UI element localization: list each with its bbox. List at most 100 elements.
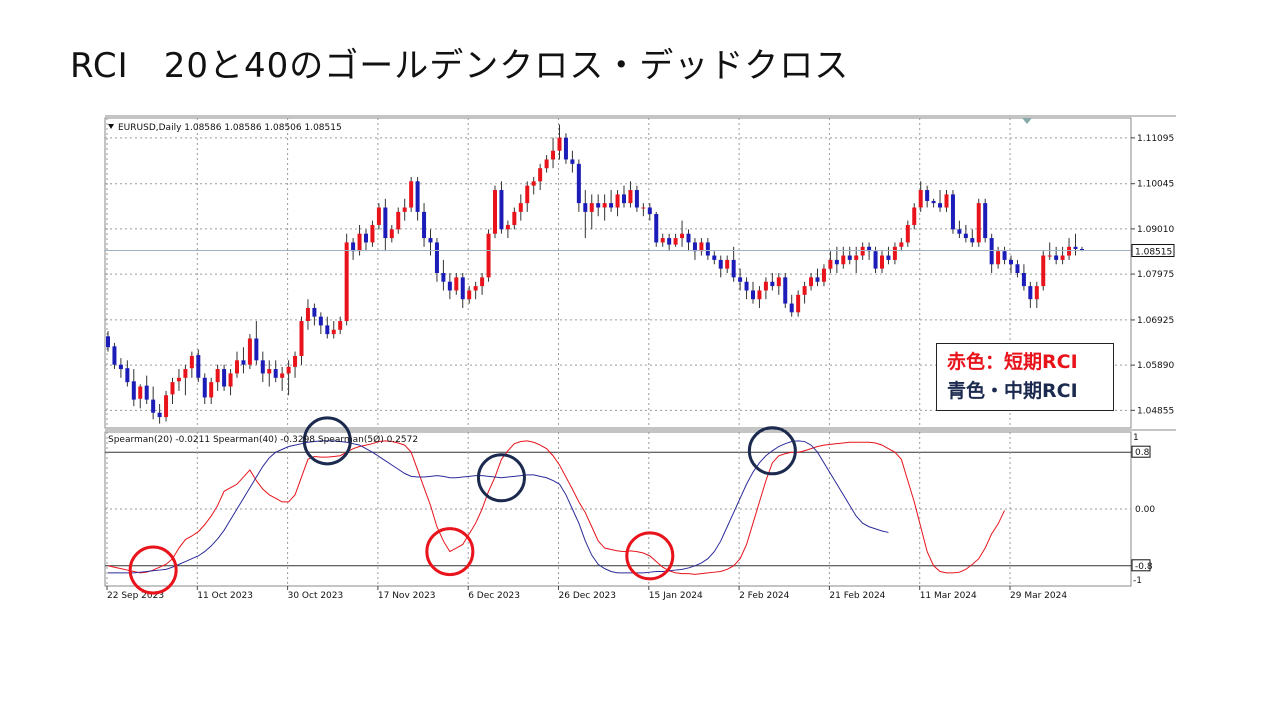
- candle-body: [338, 321, 343, 330]
- price-frame: [104, 117, 1132, 429]
- legend-short-rci: 赤色：短期RCI: [947, 351, 1078, 373]
- candle-body: [815, 277, 820, 282]
- candle-body: [680, 233, 685, 239]
- candle-body: [415, 181, 420, 212]
- candle-body: [247, 338, 252, 365]
- candle-body: [892, 246, 897, 260]
- rci-panel: 0.8 0.00 -0.8 1 -1: [105, 432, 1155, 586]
- candle-body: [551, 150, 556, 160]
- candle-body: [609, 203, 614, 208]
- candle-body: [138, 386, 143, 399]
- candle-body: [583, 203, 588, 212]
- rci-level-box: [1131, 559, 1151, 572]
- candle-body: [1054, 255, 1059, 260]
- candle-body: [841, 255, 846, 265]
- candle-body: [738, 277, 743, 282]
- slide-title: RCI 20と40のゴールデンクロス・デッドクロス: [70, 46, 850, 86]
- candle-body: [222, 369, 227, 387]
- candle-body: [1060, 255, 1065, 260]
- candle-body: [376, 207, 381, 225]
- candle-body: [467, 290, 472, 300]
- candle-body: [789, 303, 794, 313]
- candle-body: [834, 259, 839, 265]
- candle-body: [538, 168, 543, 182]
- legend-box: 赤色：短期RCI 青色・中期RCI: [936, 343, 1114, 411]
- candle-body: [957, 229, 962, 234]
- candle-body: [667, 238, 672, 245]
- candle-body: [389, 229, 394, 239]
- time-tick-label: 11 Mar 2024: [920, 591, 977, 601]
- candle-body: [647, 207, 652, 215]
- candle-body: [202, 377, 207, 398]
- time-tick-label: 26 Dec 2023: [559, 591, 617, 601]
- candle-body: [641, 207, 646, 209]
- candle-body: [989, 238, 994, 265]
- candle-body: [499, 190, 504, 230]
- candle-body: [331, 329, 336, 335]
- candle-body: [976, 203, 981, 243]
- time-tick-label: 30 Oct 2023: [288, 591, 344, 601]
- candle-body: [460, 277, 465, 300]
- candle-body: [228, 373, 233, 387]
- candle-body: [557, 137, 562, 151]
- candle-body: [931, 200, 936, 204]
- candle-body: [660, 238, 665, 243]
- dead-cross-circle: [302, 416, 352, 466]
- candle-body: [628, 190, 633, 204]
- candle-body: [299, 321, 304, 356]
- candle-body: [280, 373, 285, 378]
- candle-body: [860, 246, 865, 256]
- candle-body: [828, 259, 833, 269]
- rci-line-spearman40: [108, 440, 889, 574]
- candle-body: [525, 185, 530, 204]
- candle-body: [170, 382, 175, 395]
- candle-body: [763, 281, 768, 291]
- candle-body: [454, 277, 459, 291]
- candle-body: [821, 268, 826, 282]
- candle-body: [1041, 255, 1046, 287]
- candle-body: [189, 355, 194, 369]
- candle-body: [925, 190, 930, 201]
- candle-body: [970, 238, 975, 243]
- candle-body: [312, 307, 317, 317]
- candle-body: [718, 259, 723, 269]
- candle-body: [1067, 246, 1072, 256]
- candle-body: [776, 277, 781, 287]
- candle-body: [1021, 273, 1026, 287]
- candles: [106, 124, 1084, 424]
- candle-body: [1009, 259, 1013, 265]
- candle-body: [1002, 251, 1007, 260]
- candle-body: [731, 259, 736, 278]
- candle-body: [654, 214, 659, 243]
- time-tick-label: 6 Dec 2023: [468, 591, 520, 601]
- candle-body: [802, 286, 807, 295]
- candle-body: [518, 203, 523, 212]
- candle-body: [125, 368, 130, 383]
- candle-body: [589, 203, 594, 212]
- candle-body: [176, 377, 181, 382]
- candle-body: [164, 395, 169, 418]
- time-tick-label: 2 Feb 2024: [739, 591, 790, 601]
- candle-body: [996, 251, 1001, 265]
- candle-body: [196, 355, 201, 378]
- candle-body: [602, 203, 607, 208]
- legend-mid-rci: 青色・中期RCI: [947, 380, 1078, 402]
- golden-cross-circle: [425, 527, 475, 577]
- candle-body: [505, 224, 510, 230]
- dead-cross-circle: [747, 426, 797, 476]
- candle-body: [673, 238, 678, 245]
- candle-body: [370, 224, 375, 243]
- candle-body: [351, 242, 356, 252]
- candle-body: [241, 360, 246, 365]
- candle-body: [144, 385, 149, 400]
- candle-body: [847, 255, 852, 260]
- candle-body: [402, 207, 407, 212]
- price-tick-label: 1.07975: [1137, 270, 1174, 280]
- dropdown-triangle-icon: [108, 124, 114, 129]
- rci-info: Spearman(20) -0.0211 Spearman(40) -0.329…: [108, 434, 418, 445]
- candle-body: [318, 316, 323, 326]
- time-tick-label: 21 Feb 2024: [829, 591, 885, 601]
- candle-body: [886, 255, 891, 260]
- candle-body: [383, 207, 388, 239]
